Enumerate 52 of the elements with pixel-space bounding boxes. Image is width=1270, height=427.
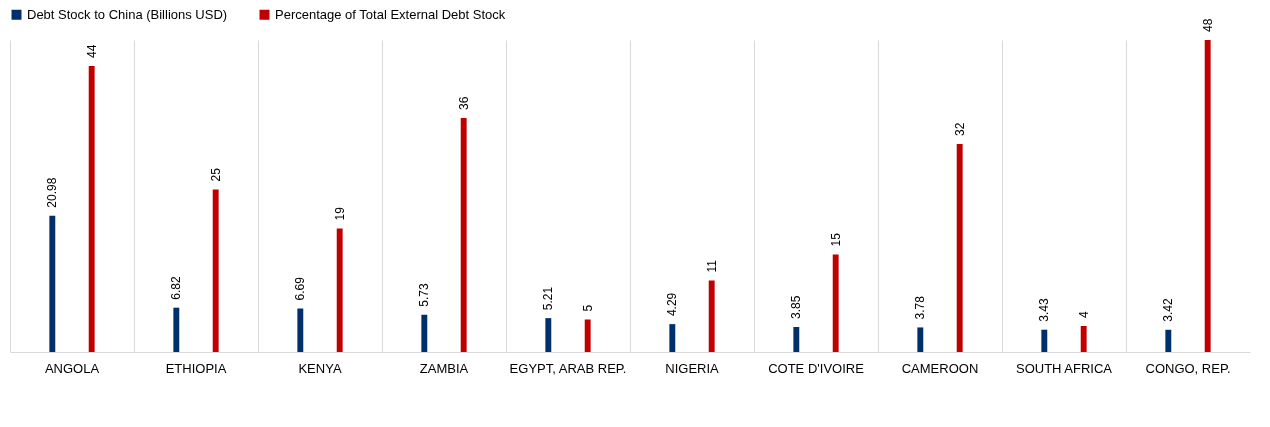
x-tick-label: CONGO, REP. [1145, 360, 1231, 376]
bar [212, 189, 219, 352]
x-tick-label: NIGERIA [665, 360, 720, 376]
x-tick-label: ZAMBIA [419, 360, 469, 376]
data-label: 4 [1076, 311, 1091, 318]
data-label: 15 [828, 232, 843, 247]
bar [956, 144, 963, 352]
x-tick-label: KENYA [298, 360, 342, 376]
bar [917, 327, 924, 352]
bar [1041, 329, 1048, 352]
bar [460, 118, 467, 352]
data-label: 48 [1200, 18, 1215, 32]
x-tick-label: ETHIOPIA [165, 360, 227, 376]
bar [297, 308, 304, 352]
legend-label: Debt Stock to China (Billions USD) [27, 6, 228, 22]
bar [1165, 329, 1172, 352]
bar [793, 326, 800, 352]
data-label: 3.42 [1161, 298, 1176, 322]
bar [49, 215, 56, 352]
bar [1080, 326, 1087, 352]
data-label: 6.69 [293, 276, 308, 301]
data-label: 3.78 [913, 295, 928, 320]
data-label: 32 [952, 122, 967, 136]
x-tick-label: SOUTH AFRICA [1015, 360, 1113, 376]
data-label: 3.85 [789, 295, 804, 319]
x-tick-label: CAMEROON [901, 360, 979, 376]
bar [336, 228, 343, 352]
data-label: 5.21 [541, 286, 556, 311]
bar [708, 280, 715, 352]
bar [88, 66, 95, 352]
data-label: 44 [84, 44, 99, 58]
legend-label: Percentage of Total External Debt Stock [275, 6, 506, 22]
data-label: 36 [456, 96, 471, 110]
x-tick-label: ANGOLA [44, 360, 100, 376]
data-label: 19 [332, 206, 347, 221]
data-label: 6.82 [169, 275, 184, 300]
bar [584, 319, 591, 352]
x-tick-label: COTE D'IVOIRE [768, 360, 865, 376]
bar [545, 318, 552, 352]
data-label: 25 [208, 167, 223, 182]
data-label: 5.73 [417, 283, 432, 307]
data-label: 3.43 [1037, 298, 1052, 322]
bar [832, 254, 839, 352]
bar [669, 324, 676, 352]
x-tick-label: EGYPT, ARAB REP. [509, 360, 627, 376]
bar [1204, 40, 1211, 352]
data-label: 11 [704, 259, 719, 273]
bar [173, 307, 180, 352]
data-label: 5 [580, 304, 595, 312]
bar [421, 314, 428, 352]
data-label: 4.29 [665, 292, 680, 317]
data-label: 20.98 [45, 177, 60, 208]
